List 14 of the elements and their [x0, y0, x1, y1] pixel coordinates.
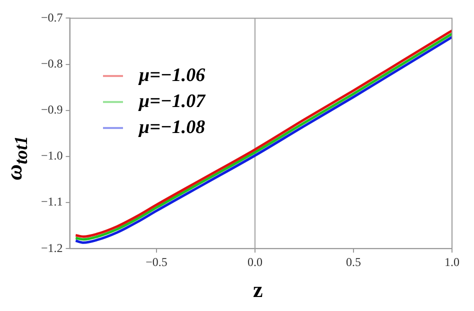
x-tick-label: −0.5	[146, 254, 168, 269]
y-tick-label: −0.9	[40, 102, 63, 117]
y-tick-label: −1.0	[40, 148, 63, 163]
y-tick-label: −1.2	[40, 240, 63, 255]
y-tick-label: −0.7	[40, 10, 63, 24]
legend-label: μ=−1.06	[139, 65, 206, 87]
x-tick-label: 0.0	[247, 254, 262, 269]
x-axis-title: z	[253, 277, 263, 303]
legend-label: μ=−1.07	[139, 91, 206, 113]
y-tick-label: −1.1	[40, 194, 63, 209]
legend-label: μ=−1.08	[139, 117, 206, 139]
y-tick-label: −0.8	[40, 56, 63, 70]
x-tick-label: 1.0	[444, 254, 460, 269]
x-tick-label: 0.5	[346, 254, 361, 269]
